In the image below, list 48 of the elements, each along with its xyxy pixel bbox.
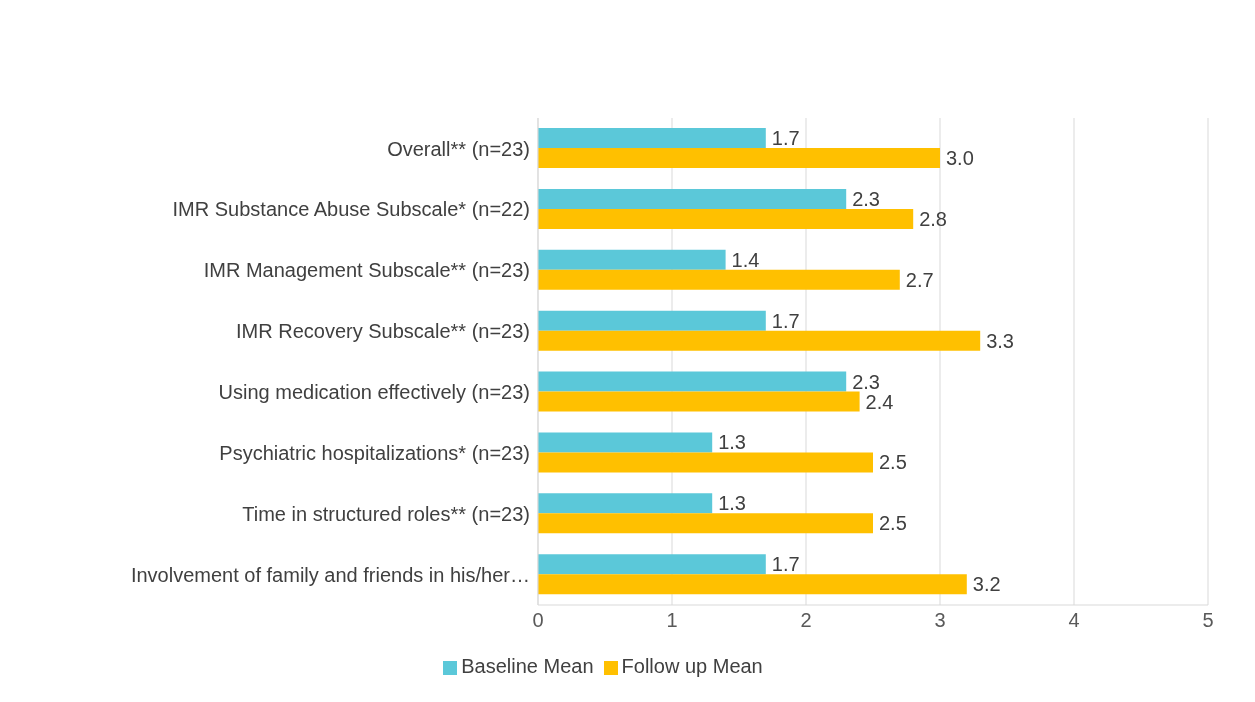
bar [538, 188, 847, 209]
data-label: 3.0 [946, 147, 974, 169]
x-tick-label: 3 [934, 609, 946, 632]
x-tick-label: 1 [666, 609, 678, 632]
x-tick-label: 0 [532, 609, 544, 632]
y-tick-label: IMR Management Subscale** (n=23) [203, 259, 530, 282]
bar [538, 269, 900, 290]
y-tick-label: IMR Substance Abuse Subscale* (n=22) [172, 198, 530, 221]
bar [538, 128, 766, 148]
bar [538, 554, 766, 575]
bar [538, 148, 940, 168]
bar [538, 513, 873, 534]
legend-label: Follow up Mean [621, 655, 763, 677]
bar [538, 452, 873, 473]
data-label: 1.3 [718, 492, 747, 515]
y-tick-label: Overall** (n=23) [387, 137, 530, 160]
data-label: 2.3 [852, 370, 881, 393]
bar [538, 371, 847, 392]
data-label: 1.3 [718, 431, 747, 454]
bar [538, 574, 967, 595]
bar [538, 310, 766, 331]
bar [538, 249, 726, 270]
x-tick-label: 4 [1068, 609, 1080, 632]
y-tick-label: Using medication effectively (n=23) [218, 381, 530, 404]
data-label: 1.7 [771, 553, 800, 576]
data-label: 1.4 [731, 248, 760, 271]
y-tick-label: Psychiatric hospitalizations* (n=23) [219, 441, 530, 464]
y-tick-label: Time in structured roles** (n=23) [242, 502, 530, 525]
data-label: 2.7 [905, 268, 934, 291]
data-label: 3.2 [972, 573, 1001, 596]
bar [538, 493, 713, 514]
data-label: 2.5 [879, 512, 907, 535]
bar [538, 208, 914, 229]
data-label: 1.7 [771, 309, 800, 332]
bar [538, 330, 981, 351]
y-tick-label: IMR Recovery Subscale** (n=23) [235, 320, 530, 343]
x-tick-label: 2 [800, 609, 812, 632]
data-label: 2.8 [919, 207, 948, 230]
x-tick-label: 5 [1202, 609, 1214, 632]
data-label: 2.4 [865, 390, 894, 413]
legend-label: Baseline Mean [461, 655, 594, 677]
y-tick-label: Involvement of family and friends in his/her… [130, 563, 530, 586]
data-label: 1.7 [771, 127, 800, 149]
data-label: 2.5 [879, 451, 907, 474]
data-label: 2.3 [852, 187, 881, 210]
bar [538, 432, 713, 453]
bar [538, 391, 860, 412]
data-label: 3.3 [986, 329, 1015, 352]
